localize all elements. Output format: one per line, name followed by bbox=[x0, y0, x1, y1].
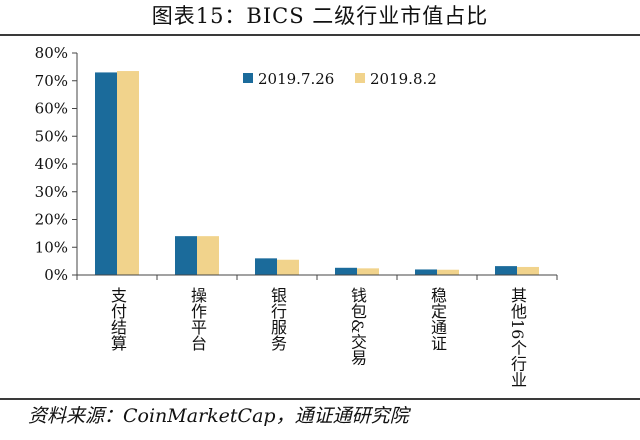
source-divider bbox=[0, 398, 640, 400]
bar-series-2-category-1 bbox=[117, 71, 139, 275]
bar-series-1-category-5 bbox=[415, 269, 437, 275]
bar-series-1-category-2 bbox=[175, 236, 197, 275]
category-label-2: 操作平台 bbox=[188, 287, 207, 351]
category-label-6: 其他16个行业 bbox=[508, 287, 527, 388]
chart-title: 图表15：BICS 二级行业市值占比 bbox=[151, 4, 489, 28]
legend-swatch-series-1 bbox=[243, 73, 253, 83]
y-tick-label: 70% bbox=[35, 72, 68, 90]
y-tick-label: 60% bbox=[35, 100, 68, 118]
bar-series-2-category-2 bbox=[197, 236, 219, 275]
bar-series-2-category-6 bbox=[517, 266, 539, 275]
bar-series-1-category-4 bbox=[335, 267, 357, 275]
bar-series-2-category-4 bbox=[357, 268, 379, 275]
y-tick-label: 10% bbox=[35, 238, 68, 256]
bar-series-1-category-1 bbox=[95, 72, 117, 275]
bars-group bbox=[95, 71, 539, 275]
category-label-4: 钱包&交易 bbox=[348, 287, 367, 366]
category-label-5: 稳定通证 bbox=[428, 287, 447, 351]
y-tick-label: 20% bbox=[35, 211, 68, 229]
y-tick-label: 0% bbox=[44, 266, 68, 284]
title-divider bbox=[0, 34, 640, 36]
y-tick-label: 40% bbox=[35, 155, 68, 173]
bar-series-1-category-3 bbox=[255, 258, 277, 275]
legend-swatch-series-2 bbox=[355, 73, 365, 83]
bar-series-2-category-3 bbox=[277, 259, 299, 275]
legend-label-series-1: 2019.7.26 bbox=[258, 70, 334, 88]
y-tick-label: 50% bbox=[35, 127, 68, 145]
bar-series-1-category-6 bbox=[495, 266, 517, 275]
y-tick-label: 30% bbox=[35, 183, 68, 201]
legend-label-series-2: 2019.8.2 bbox=[370, 70, 437, 88]
y-tick-label: 80% bbox=[35, 44, 68, 62]
category-label-3: 银行服务 bbox=[268, 287, 287, 351]
source-note: 资料来源：CoinMarketCap，通证通研究院 bbox=[28, 405, 409, 427]
legend: 2019.7.26 2019.8.2 bbox=[243, 70, 437, 88]
axes-group: 0% 10% 20% 30% 40% 50% 60% 70% 80% bbox=[35, 44, 558, 284]
bar-series-2-category-5 bbox=[437, 269, 459, 275]
category-label-1: 支付结算 bbox=[108, 287, 127, 351]
